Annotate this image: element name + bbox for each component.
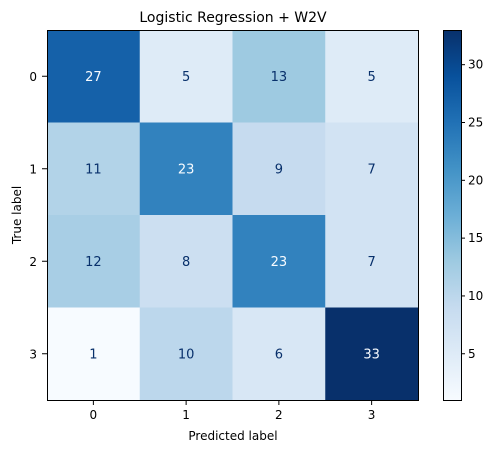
plot-frame <box>47 30 419 401</box>
y-tick-label: 3 <box>29 347 37 361</box>
colorbar-tick-label: 15 <box>468 231 483 245</box>
colorbar-tick-label: 30 <box>468 58 483 72</box>
colorbar <box>443 30 461 400</box>
heatmap-cell <box>232 122 326 216</box>
x-axis-ticks: 0 1 2 3 <box>90 400 376 422</box>
cell-value-label: 13 <box>271 70 288 85</box>
heatmap-cell <box>47 307 141 401</box>
x-tick-label: 2 <box>275 408 283 422</box>
cell-value-label: 7 <box>367 162 375 177</box>
colorbar-tick-label: 10 <box>468 289 483 303</box>
heatmap-cell <box>232 307 326 401</box>
cell-value-label: 5 <box>367 70 375 85</box>
cell-value-label: 12 <box>85 255 102 270</box>
heatmap-cell <box>325 30 419 123</box>
cell-value-label: 23 <box>271 255 288 270</box>
heatmap-cell <box>139 307 233 401</box>
x-axis-label: Predicted label <box>188 429 277 443</box>
heatmap-cell <box>47 30 141 123</box>
cell-value-label: 5 <box>182 70 190 85</box>
x-tick-label: 3 <box>368 408 376 422</box>
y-tick-label: 1 <box>29 162 37 176</box>
cell-value-label: 9 <box>275 162 283 177</box>
colorbar-tick-label: 5 <box>468 347 476 361</box>
heatmap-cell <box>47 122 141 216</box>
colorbar-ticks: 5 10 15 20 25 30 <box>461 58 483 361</box>
colorbar-tick-label: 20 <box>468 173 483 187</box>
cell-value-label: 23 <box>178 162 195 177</box>
heatmap-cell <box>232 30 326 123</box>
cell-value-label: 10 <box>178 347 195 362</box>
y-axis-ticks: 0 1 2 3 <box>29 70 47 361</box>
heatmap-cell <box>325 122 419 216</box>
y-tick-label: 2 <box>29 255 37 269</box>
heatmap-cells: 27 5 13 5 11 23 9 7 12 8 23 7 1 10 6 33 <box>47 30 419 401</box>
chart-title: Logistic Regression + W2V <box>139 10 327 26</box>
cell-value-label: 27 <box>85 70 102 85</box>
y-axis-label: True label <box>10 186 24 245</box>
heatmap-cell <box>325 215 419 308</box>
x-tick-label: 0 <box>90 408 98 422</box>
heatmap-cell <box>47 215 141 308</box>
cell-value-label: 11 <box>85 162 102 177</box>
cell-value-label: 33 <box>363 347 380 362</box>
heatmap-cell <box>139 122 233 216</box>
y-tick-label: 0 <box>29 70 37 84</box>
heatmap-cell <box>325 307 419 401</box>
cell-value-label: 8 <box>182 255 190 270</box>
cell-value-label: 7 <box>367 255 375 270</box>
colorbar-frame <box>443 30 462 401</box>
heatmap-cell <box>232 215 326 308</box>
cell-value-label: 1 <box>89 347 97 362</box>
colorbar-tick-label: 25 <box>468 116 483 130</box>
heatmap-cell <box>139 30 233 123</box>
cell-value-label: 6 <box>275 347 283 362</box>
x-tick-label: 1 <box>182 408 190 422</box>
heatmap-cell <box>139 215 233 308</box>
